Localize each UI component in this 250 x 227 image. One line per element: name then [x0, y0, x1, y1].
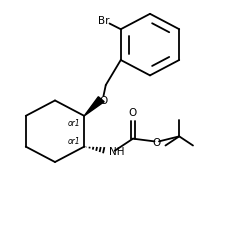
Text: or1: or1 [68, 118, 80, 127]
Text: O: O [129, 107, 137, 117]
Text: or1: or1 [68, 136, 80, 145]
Text: Br: Br [98, 16, 109, 26]
Text: NH: NH [109, 147, 125, 156]
Polygon shape [84, 97, 104, 116]
Text: O: O [99, 96, 108, 105]
Text: O: O [152, 138, 161, 147]
